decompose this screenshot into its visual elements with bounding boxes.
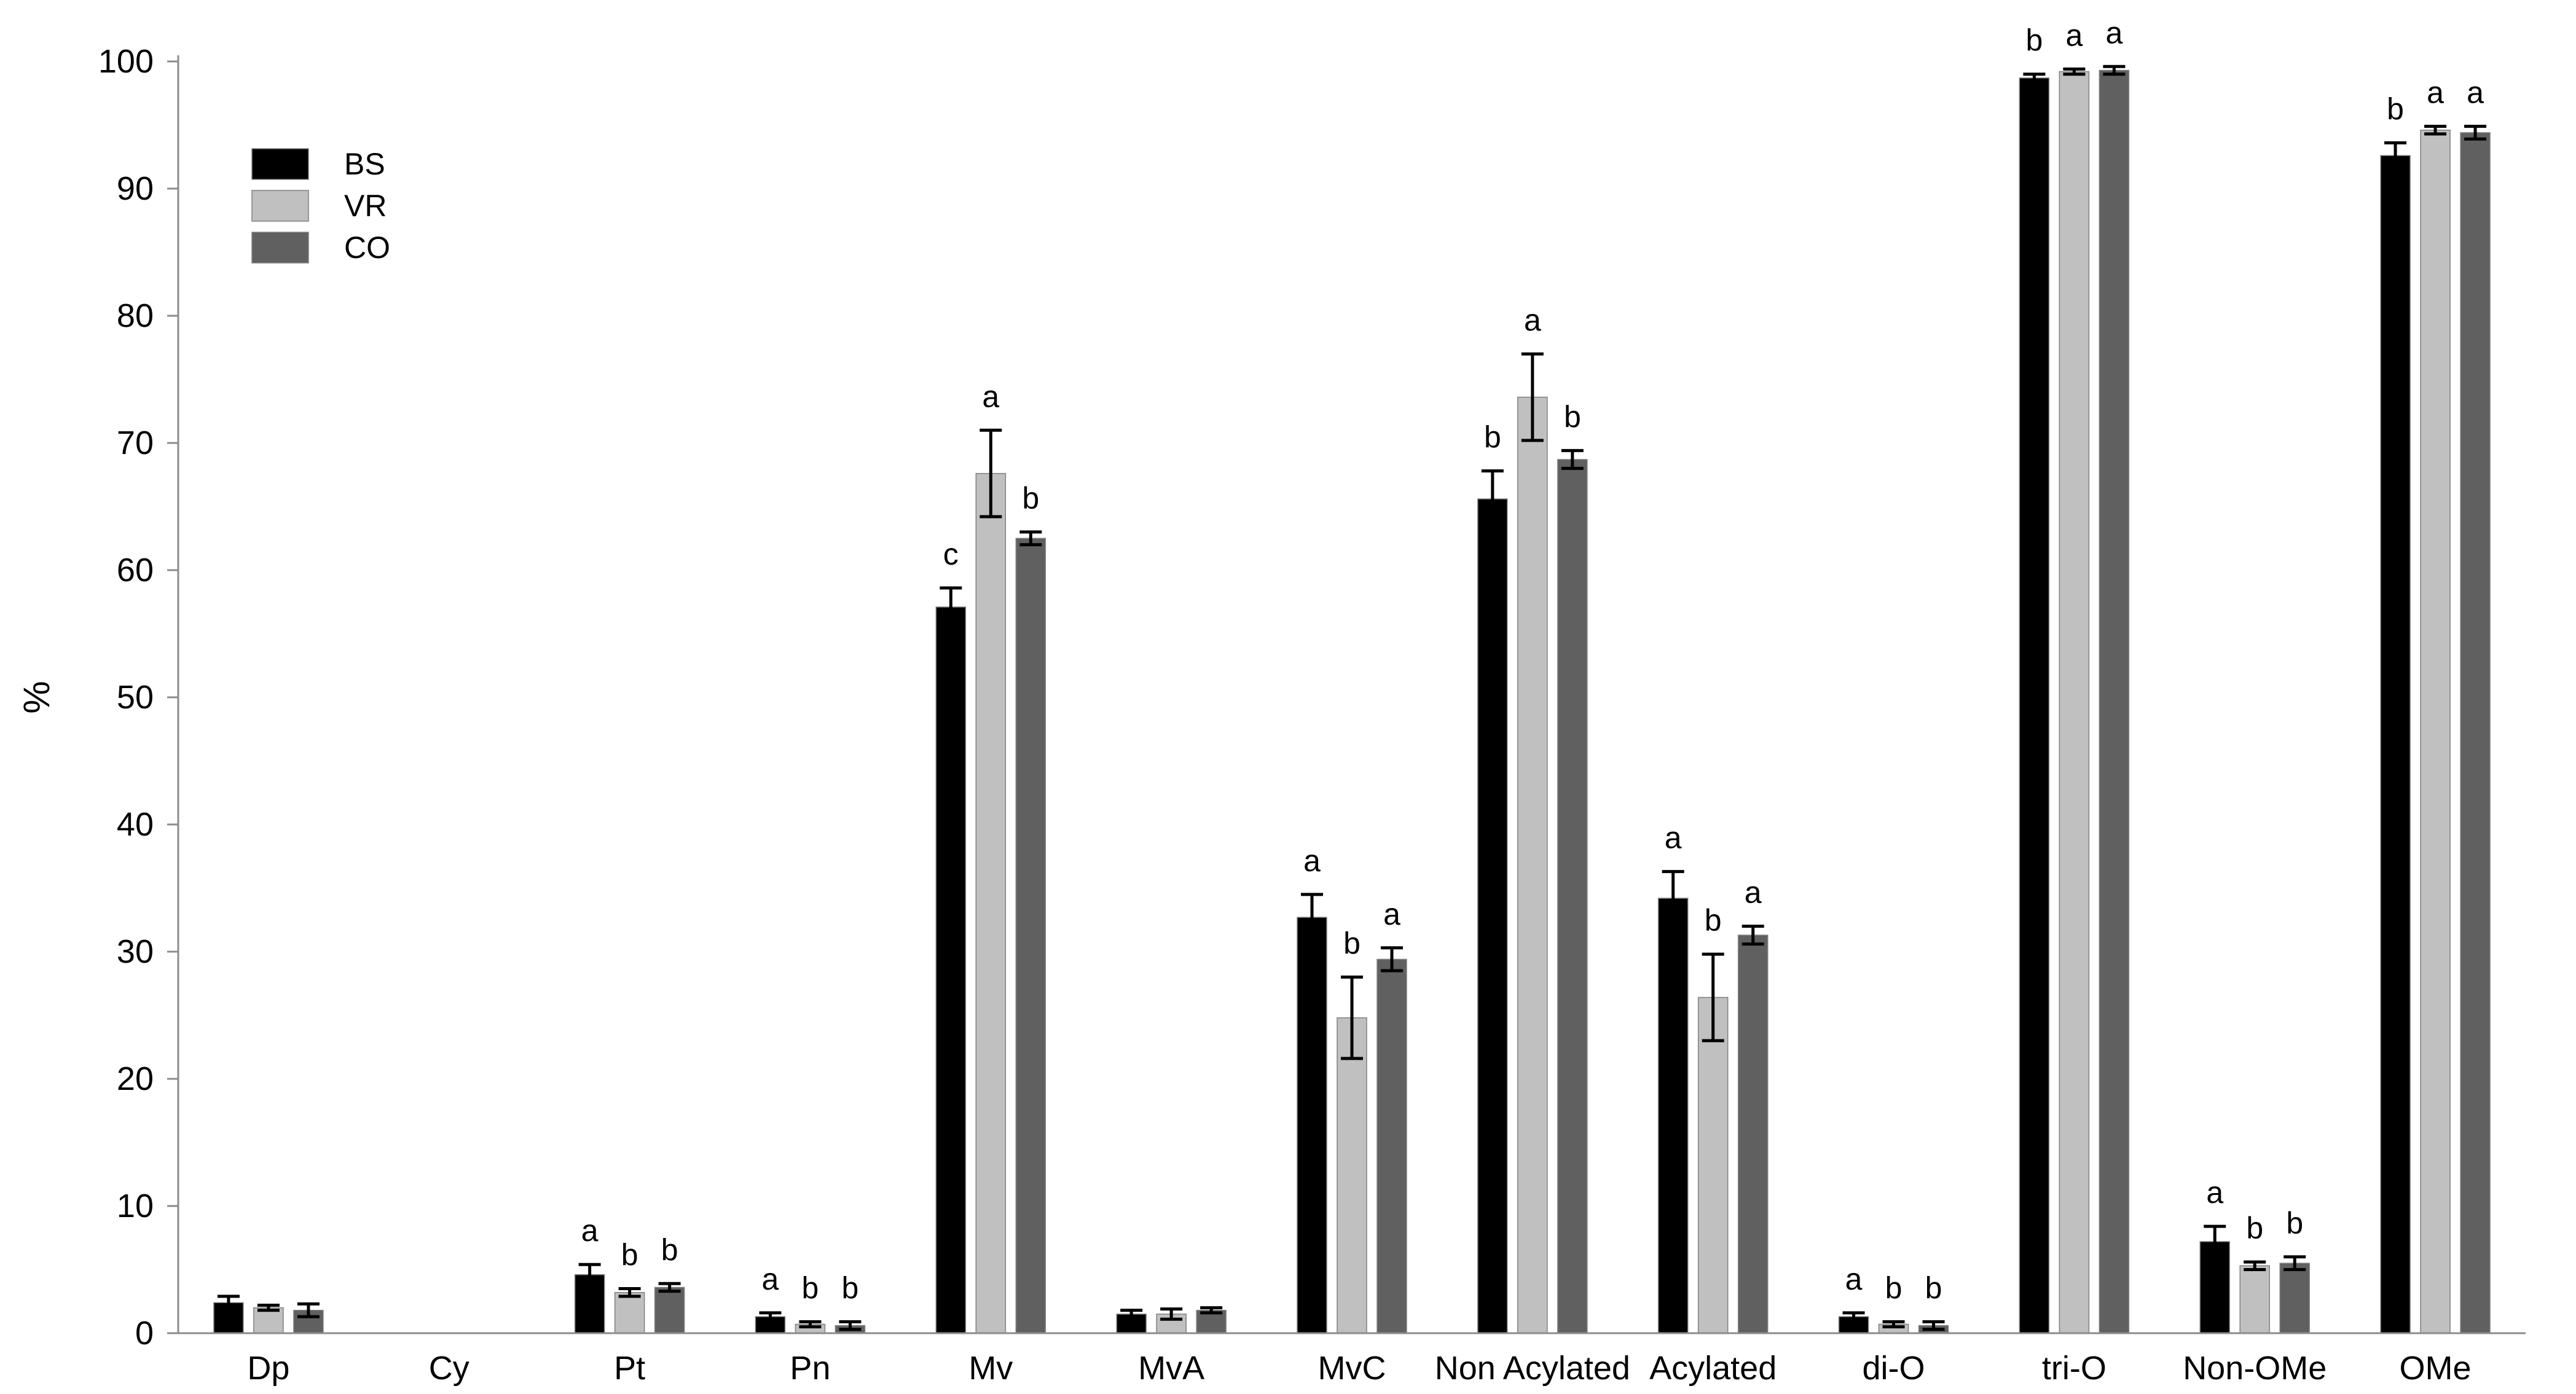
bar-vr: [614, 1292, 645, 1334]
bar-co: [2099, 69, 2130, 1334]
legend: BS VR CO: [251, 147, 390, 265]
bar-co: [2460, 132, 2491, 1334]
legend-swatch-co: [251, 232, 309, 264]
bar-co: [654, 1286, 685, 1334]
y-tick-label: 20: [117, 1060, 154, 1097]
bar-co: [1376, 958, 1407, 1334]
x-tick-label: Mv: [968, 1350, 1013, 1387]
significance-label: b: [802, 1271, 819, 1305]
significance-label: a: [1303, 844, 1321, 878]
bar-vr: [1697, 997, 1729, 1334]
significance-label: a: [1745, 875, 1762, 910]
bar-co: [2279, 1263, 2310, 1334]
x-tick-label: Pt: [614, 1350, 645, 1387]
significance-label: a: [982, 379, 999, 413]
bar-bs: [2019, 77, 2050, 1334]
x-tick-label: Cy: [429, 1350, 469, 1387]
bar-vr: [2059, 71, 2090, 1334]
significance-label: b: [2286, 1206, 2303, 1240]
significance-label: b: [1484, 420, 1501, 455]
x-tick-label: Dp: [247, 1350, 289, 1387]
significance-label: a: [1665, 821, 1682, 855]
significance-label: b: [2246, 1211, 2263, 1245]
bar-bs: [2380, 155, 2411, 1334]
significance-label: b: [2025, 23, 2043, 58]
bar-vr: [1337, 1017, 1367, 1334]
significance-label: b: [1343, 926, 1361, 960]
significance-label: b: [1022, 481, 1039, 515]
bar-vr: [2239, 1265, 2270, 1334]
legend-label-bs: BS: [344, 147, 385, 181]
significance-label: b: [1564, 399, 1581, 434]
x-tick-label: Non-OMe: [2183, 1350, 2327, 1387]
legend-swatch-vr: [251, 190, 309, 222]
significance-label: b: [621, 1238, 638, 1272]
y-tick-label: 30: [117, 933, 154, 970]
bar-bs: [1297, 917, 1327, 1334]
y-tick-label: 0: [135, 1315, 154, 1352]
x-tick-label: Acylated: [1649, 1350, 1777, 1387]
x-tick-label: OMe: [2400, 1350, 2472, 1387]
bar-bs: [935, 606, 967, 1334]
legend-label-co: CO: [344, 230, 390, 265]
significance-label: a: [762, 1262, 779, 1296]
significance-label: a: [2467, 76, 2484, 110]
bar-vr: [1517, 396, 1548, 1334]
bar-co: [1737, 934, 1769, 1334]
significance-label: b: [2387, 92, 2404, 126]
x-tick-label: MvC: [1318, 1350, 1386, 1387]
significance-label: b: [1705, 903, 1722, 938]
y-tick-label: 70: [117, 425, 154, 461]
x-tick-label: Pn: [790, 1350, 830, 1387]
bar-bs: [1477, 498, 1508, 1334]
significance-label: b: [1885, 1271, 1903, 1305]
y-tick-label: 100: [98, 43, 154, 80]
legend-swatch-bs: [251, 148, 309, 180]
x-tick-label: di-O: [1863, 1350, 1925, 1387]
y-tick-label: 40: [117, 806, 154, 843]
significance-label: b: [1925, 1271, 1942, 1305]
y-tick-label: 10: [117, 1188, 154, 1224]
bar-co: [1557, 459, 1588, 1334]
significance-label: a: [2427, 76, 2444, 110]
bar-bs: [1657, 898, 1689, 1334]
y-tick-label: 60: [117, 552, 154, 589]
significance-label: a: [1845, 1262, 1863, 1296]
significance-label: b: [842, 1271, 859, 1305]
bar-co: [1015, 538, 1046, 1334]
x-tick-label: Non Acylated: [1435, 1350, 1630, 1387]
significance-label: a: [2105, 15, 2122, 50]
bar-vr: [975, 472, 1007, 1334]
y-axis-title: %: [16, 681, 57, 713]
y-axis: 0 10 20 30 40 50 60 70 80 90 100: [98, 43, 179, 1352]
y-tick-label: 90: [117, 170, 154, 207]
bar-vr: [2420, 130, 2451, 1334]
x-tick-label: MvA: [1138, 1350, 1204, 1387]
significance-label: c: [943, 537, 959, 571]
significance-label: a: [2206, 1175, 2223, 1210]
x-axis: Dp Cy Pt Pn Mv MvA MvC Non Acylated Acylated di-O…: [178, 1332, 2526, 1387]
legend-label-vr: VR: [344, 189, 387, 223]
y-tick-label: 80: [117, 297, 154, 334]
x-tick-label: tri-O: [2042, 1350, 2107, 1387]
significance-label: a: [2065, 18, 2083, 52]
significance-label: b: [661, 1232, 678, 1267]
significance-label: a: [581, 1213, 599, 1248]
y-tick-label: 50: [117, 679, 154, 716]
significance-label: a: [1524, 303, 1541, 337]
significance-label: a: [1383, 897, 1400, 931]
